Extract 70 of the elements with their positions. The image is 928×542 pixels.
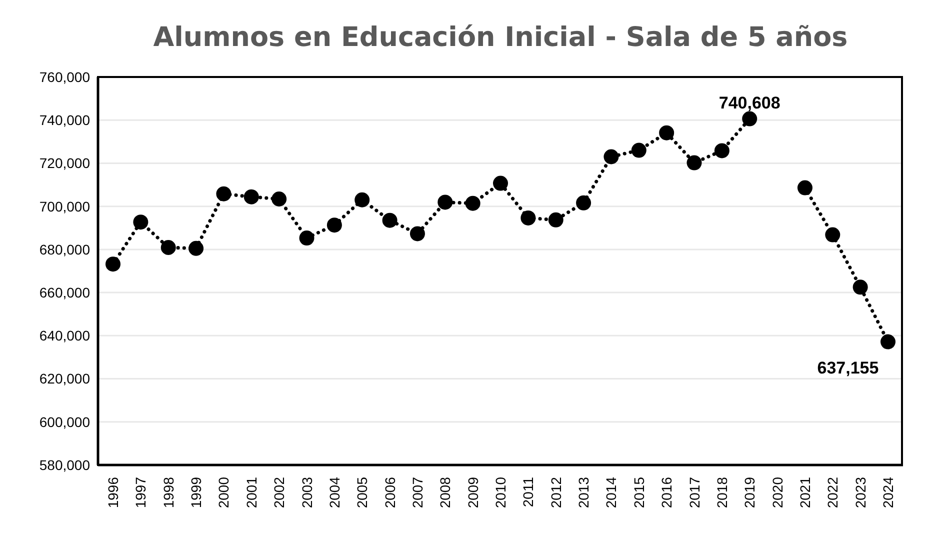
point (326, 218, 342, 233)
point (272, 192, 287, 207)
x-tick-label: 2002 (271, 476, 288, 508)
x-tick-label: 1997 (132, 476, 149, 508)
x-tick-label: 2013 (576, 476, 592, 508)
point (659, 125, 674, 140)
y-tick-label: 660,000 (39, 284, 90, 301)
point (714, 143, 730, 158)
x-tick-label: 2021 (796, 476, 813, 508)
x-tick-label: 1998 (160, 476, 176, 508)
point (133, 214, 148, 230)
y-tick-label: 680,000 (39, 241, 90, 258)
y-tick-label: 760,000 (39, 68, 90, 85)
point (825, 227, 840, 242)
x-tick-label: 2015 (630, 476, 647, 508)
y-tick-label: 640,000 (39, 328, 90, 344)
point (797, 180, 812, 196)
x-tick-label: 2007 (409, 476, 426, 508)
x-tick-label: 2001 (243, 476, 260, 508)
point (382, 212, 398, 228)
x-tick-label: 2011 (520, 476, 536, 508)
point (188, 240, 204, 256)
point (438, 194, 453, 210)
x-tick-label: 2022 (824, 476, 841, 508)
x-tick-label: 2017 (686, 476, 702, 508)
x-tick-label: 2008 (437, 476, 454, 508)
point (106, 256, 120, 272)
point (880, 334, 896, 350)
x-tick-label: 2006 (382, 476, 398, 508)
x-tick-label: 2023 (852, 476, 868, 508)
point (410, 226, 425, 242)
point (244, 189, 259, 204)
x-tick-label: 2012 (548, 476, 564, 508)
data-label: 637,155 (817, 358, 879, 378)
point (631, 142, 646, 158)
x-tick-label: 2004 (326, 476, 342, 508)
point (520, 210, 536, 226)
x-tick-label: 2016 (658, 476, 675, 508)
y-tick-label: 580,000 (39, 456, 90, 473)
point (160, 240, 176, 256)
x-tick-label: 2020 (769, 476, 786, 508)
point (216, 186, 232, 202)
x-tick-label: 2010 (492, 476, 508, 508)
x-tick-label: 2000 (216, 476, 232, 508)
point (465, 196, 480, 211)
chart-title: Alumnos en Educación Inicial - Sala de 5 años (152, 22, 849, 53)
x-tick-label: 2018 (714, 476, 730, 508)
point (548, 212, 564, 228)
x-tick-label: 1996 (105, 476, 121, 508)
x-tick-label: 2003 (298, 476, 315, 508)
point (299, 230, 314, 246)
x-tick-label: 2005 (354, 476, 370, 508)
x-tick-label: 1999 (188, 476, 204, 508)
y-tick-label: 720,000 (39, 155, 90, 172)
point (852, 280, 868, 295)
point (604, 149, 619, 164)
x-tick-label: 2024 (880, 476, 896, 508)
point (493, 176, 508, 191)
x-tick-label: 2014 (603, 476, 620, 508)
data-label: 740,608 (718, 93, 780, 112)
y-tick-label: 740,000 (39, 112, 90, 128)
y-tick-label: 600,000 (39, 414, 90, 430)
point (686, 155, 702, 170)
point (576, 195, 592, 210)
point (354, 192, 370, 208)
y-tick-label: 700,000 (39, 198, 90, 214)
x-tick-label: 2019 (742, 476, 758, 508)
point (742, 111, 758, 126)
x-tick-label: 2009 (464, 476, 481, 508)
y-tick-label: 620,000 (39, 370, 90, 387)
